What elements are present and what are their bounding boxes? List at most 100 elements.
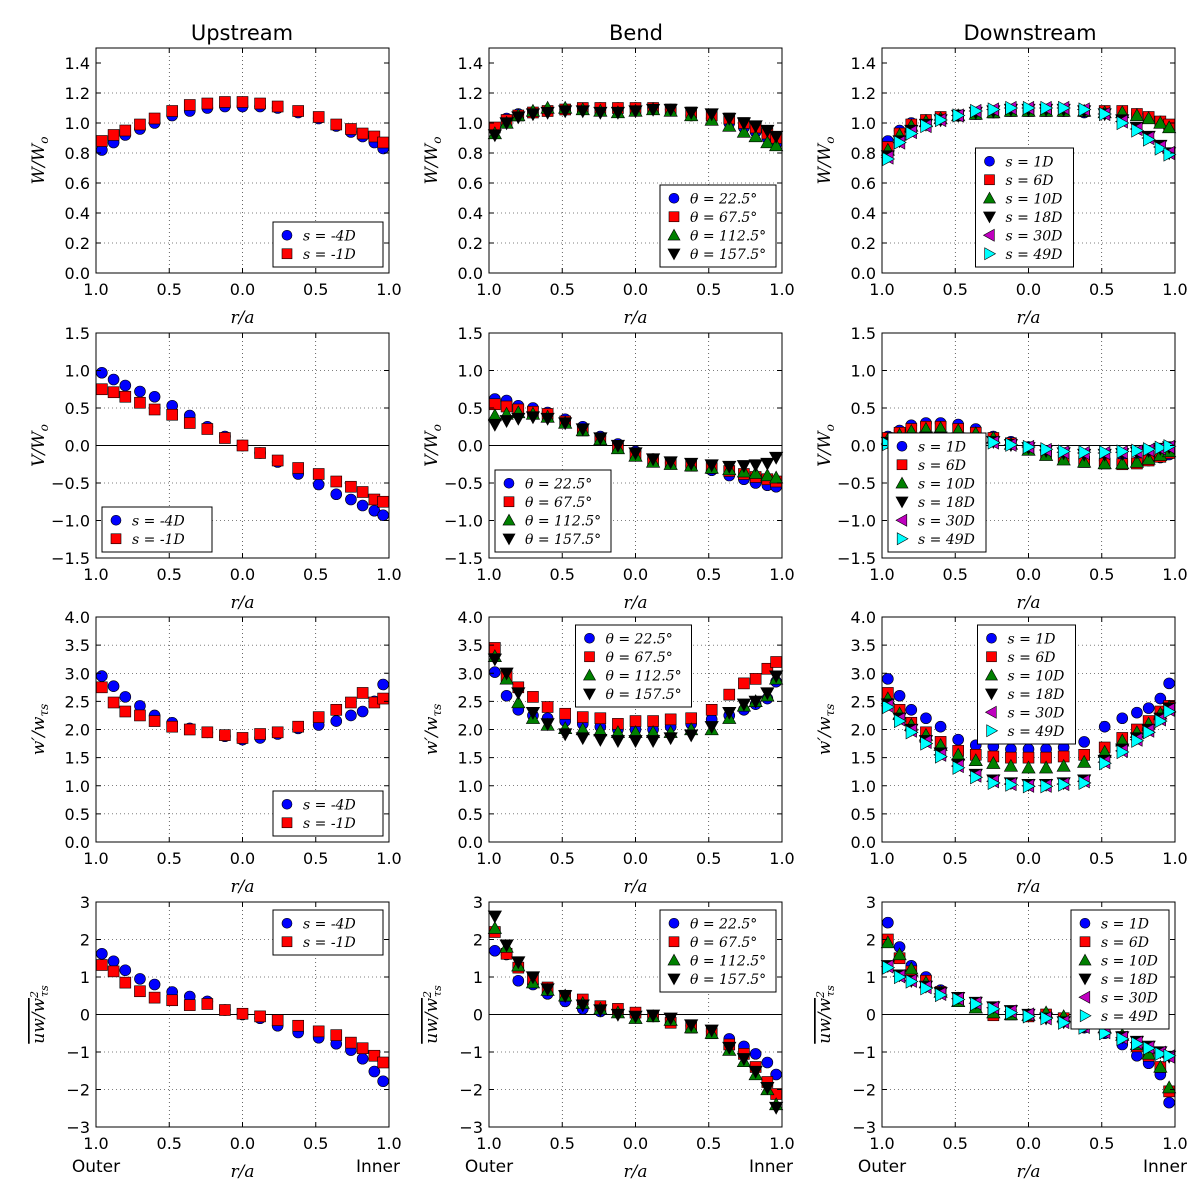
legend-entry: s = 1D [1008,631,1056,647]
data-point [119,691,132,703]
series-markers [487,642,784,748]
data-point [134,709,146,722]
data-point [134,985,146,998]
data-point [558,417,573,431]
x-tick-label: 0.0 [230,1134,255,1153]
data-point [1005,1005,1019,1020]
column-titles: Upstream Bend Downstream [191,21,1097,45]
y-tick-label: −0.5 [51,474,90,493]
data-point [330,704,343,716]
data-point [704,1024,719,1038]
data-point [356,687,369,699]
data-point [934,720,947,733]
y-tick-label: 3.0 [65,664,90,683]
panel-r0-c0: 1.0 0.5 0.0 0.5 1.00.00.20.40.60.81.01.21.4r… [29,47,402,328]
data-point [736,124,752,138]
legend-entry: s = 10D [1006,191,1063,207]
data-point [377,495,389,508]
data-point [748,695,763,709]
data-point [748,466,763,479]
x-axis-label: r/a [1017,593,1041,613]
x-tick-label: 0.0 [1016,849,1041,868]
data-point [356,1042,369,1055]
series-markers [880,100,1177,167]
legend: θ = 22.5° θ = 67.5° θ = 112.5° θ = 157.5° [575,624,692,708]
data-point [377,678,389,691]
legend-marker [668,192,680,204]
y-tick-label: 3.0 [458,664,483,683]
data-point [499,117,514,131]
data-point [511,687,526,701]
legend-box [659,909,777,993]
data-point [645,735,661,748]
data-point [345,480,357,493]
legend-marker [984,247,997,261]
x-tick-label: 1.0 [376,280,401,299]
y-tick-label: −0.5 [444,474,483,493]
data-point [1142,702,1155,714]
data-point [148,991,161,1004]
legend-marker [984,155,995,167]
legend-box [494,469,612,553]
y-tick-label: −1 [66,1043,90,1062]
data-point [628,1010,643,1024]
panel-r1-c1: 1.0 0.5 0.0 0.5 1.0−1.5−1.0−0.50.00.51.01.5r… [422,324,795,613]
data-point [487,921,502,934]
data-point [271,1014,284,1026]
x-tick-label: 0.0 [230,565,255,584]
data-point [935,749,948,764]
data-point [722,1041,737,1055]
y-tick-label: 1.5 [65,749,90,768]
x-tick-label: 0.5 [696,280,721,299]
data-point [593,106,608,120]
y-tick-label: 2 [80,931,90,950]
y-tick-label: −1.0 [444,512,483,531]
x-tick-label: 0.5 [696,1134,721,1153]
y-tick-label: −0.5 [837,474,876,493]
legend-entry: s = 49D [1101,1009,1158,1025]
legend-entry: s = 6D [1101,935,1149,951]
legend-entry: s = -1D [132,532,185,548]
data-point [96,383,108,396]
data-point [920,118,934,134]
data-point [738,677,750,690]
data-point [183,723,196,736]
data-point [610,1008,626,1022]
y-tick-label: 2.0 [851,721,876,740]
y-tick-label: 0.5 [851,805,876,824]
legend-marker [1078,973,1092,986]
y-axis-label: uw/w2τs [421,985,444,1044]
data-point [512,974,525,987]
data-point [748,120,763,134]
data-point [593,432,608,446]
y-tick-label: −1.0 [51,512,90,531]
y-tick-label: 1.0 [458,777,483,796]
y-tick-label: 3 [80,893,90,912]
legend-marker [895,476,909,489]
legend-entry: θ = 112.5° [690,953,766,969]
y-tick-label: 1.4 [458,54,483,73]
y-tick-label: 0.6 [458,174,483,193]
data-point [760,687,775,701]
x-tick-label: 0.0 [230,280,255,299]
legend-marker [584,651,595,663]
data-point [748,129,763,143]
data-point [166,720,178,733]
data-point [96,135,108,147]
y-tick-label: 1.4 [851,54,876,73]
data-point [736,1053,752,1066]
y-tick-label: −2 [459,1081,483,1100]
panel-r2-c2: 1.0 0.5 0.0 0.5 1.00.00.51.01.52.02.53.03.54… [815,608,1188,897]
data-point [761,662,774,675]
data-point [236,732,249,744]
legend-marker [986,632,997,644]
data-point [1099,445,1112,460]
data-point [769,470,784,484]
data-point [377,692,389,705]
legend-marker [503,496,515,508]
y-tick-label: 0.8 [851,144,876,163]
y-tick-label: 0.5 [851,399,876,418]
data-point [576,711,589,723]
y-tick-label: −1.5 [444,549,483,568]
legend-marker [895,496,909,509]
